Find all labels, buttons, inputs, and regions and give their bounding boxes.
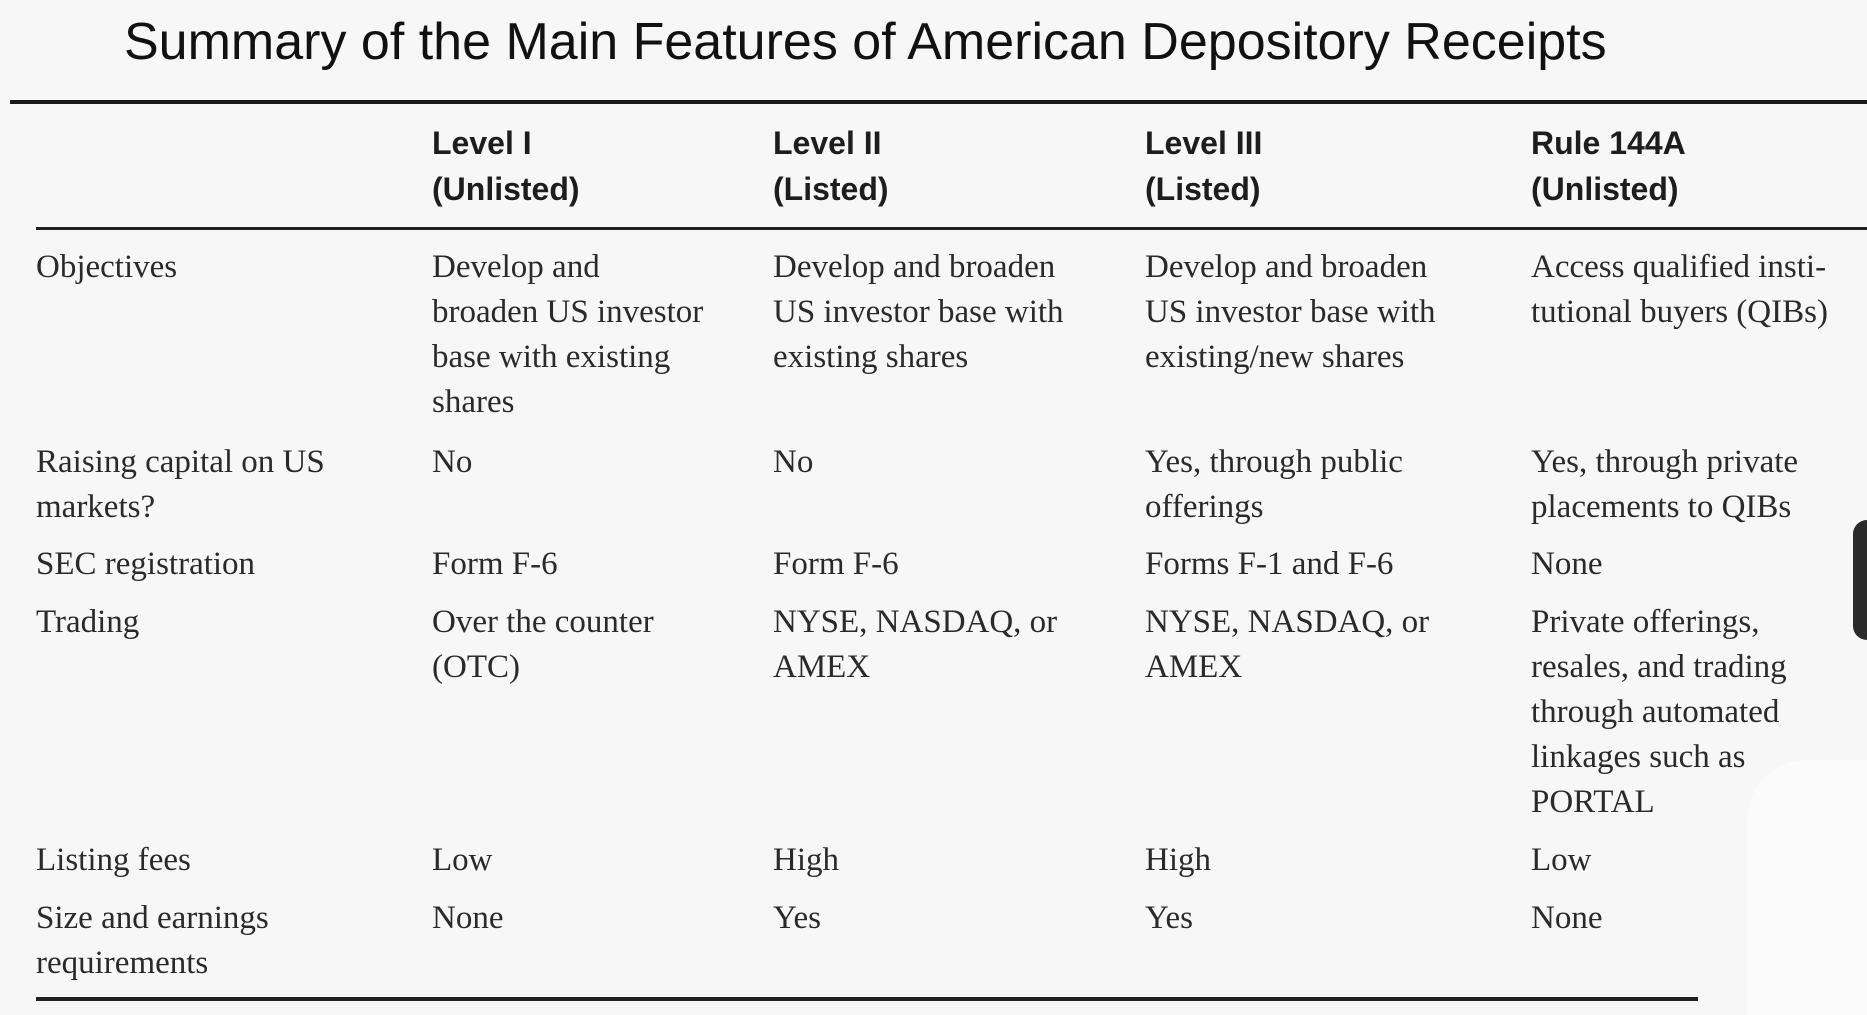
page-title: Summary of the Main Features of American… [124, 13, 1607, 71]
header-level-3-status: (Listed) [1145, 171, 1261, 207]
table-cell: Private offerings, resales, and trading … [1531, 604, 1787, 820]
table-cell: Over the counter (OTC) [432, 604, 654, 685]
table-cell: Forms F-1 and F-6 [1145, 546, 1394, 582]
presenter-figure [1853, 520, 1867, 640]
table-cell: Form F-6 [432, 546, 558, 582]
bottom-rule [36, 997, 1698, 1001]
header-level-3: Level III (Listed) [1145, 120, 1262, 212]
header-level-2-name: Level II [773, 125, 882, 161]
table-cell: Low [432, 842, 493, 878]
row-label: Trading [36, 604, 140, 640]
table-cell: Yes [773, 900, 822, 936]
table-cell: No [773, 444, 814, 480]
header-level-2: Level II (Listed) [773, 120, 889, 212]
table-cell: None [432, 900, 504, 936]
row-label: SEC registration [36, 546, 256, 582]
table-cell: Develop and broaden US investor base wit… [432, 249, 704, 420]
header-rule-144a-status: (Unlisted) [1531, 171, 1679, 207]
header-level-1: Level I (Unlisted) [432, 120, 580, 212]
row-label: Listing fees [36, 842, 191, 878]
table-cell: Yes [1145, 900, 1194, 936]
table-cell: High [773, 842, 839, 878]
table-cell: Yes, through public offerings [1145, 444, 1403, 525]
row-label: Objectives [36, 249, 178, 285]
table-cell: Develop and broaden US investor base wit… [1145, 249, 1436, 375]
table-cell: No [432, 444, 473, 480]
table-cell: Low [1531, 842, 1592, 878]
table-cell: High [1145, 842, 1211, 878]
table-cell: Yes, through private placements to QIBs [1531, 444, 1799, 525]
presenter-hand [1747, 760, 1867, 1015]
header-level-2-status: (Listed) [773, 171, 889, 207]
top-rule [10, 100, 1867, 104]
table-cell: Form F-6 [773, 546, 899, 582]
table-cell: Develop and broaden US investor base wit… [773, 249, 1064, 375]
header-rule-144a-name: Rule 144A [1531, 125, 1686, 161]
header-level-1-name: Level I [432, 125, 532, 161]
table-cell: Access qualified insti- tutional buyers … [1531, 249, 1828, 330]
table-cell: None [1531, 546, 1603, 582]
header-level-1-status: (Unlisted) [432, 171, 580, 207]
table-cell: NYSE, NASDAQ, or AMEX [1145, 604, 1430, 685]
header-rule [36, 227, 1867, 230]
header-rule-144a: Rule 144A (Unlisted) [1531, 120, 1686, 212]
table-cell: NYSE, NASDAQ, or AMEX [773, 604, 1058, 685]
header-level-3-name: Level III [1145, 125, 1263, 161]
table-cell: None [1531, 900, 1603, 936]
row-label: Size and earnings requirements [36, 900, 269, 981]
row-label: Raising capital on US markets? [36, 444, 325, 525]
